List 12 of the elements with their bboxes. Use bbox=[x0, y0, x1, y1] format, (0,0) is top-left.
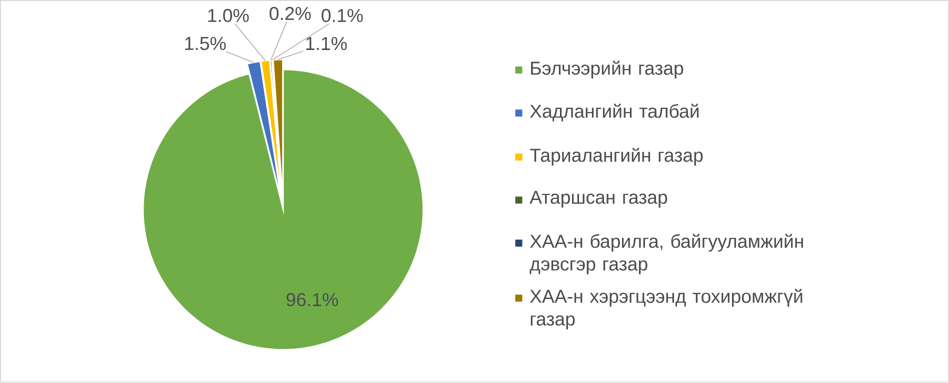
legend-label: Бэлчээрийн газар bbox=[531, 60, 684, 79]
data-label: 1.5% bbox=[185, 37, 226, 50]
data-label: 1.1% bbox=[306, 37, 347, 50]
data-label: 96.1% bbox=[286, 293, 338, 306]
legend-label: Хадлангийн талбай bbox=[530, 104, 699, 122]
legend-label: Тариалангийн газар bbox=[530, 148, 703, 166]
data-label: 1.0% bbox=[208, 9, 249, 22]
data-label: 0.2% bbox=[270, 7, 311, 20]
legend-label: ХАА-н барилга, байгууламжийн дэвсгэр газар bbox=[530, 234, 803, 274]
legend-label: ХАА-н хэрэгцээнд тохиромжгүй газар bbox=[530, 289, 802, 330]
data-label: 0.1% bbox=[322, 9, 363, 22]
legend-label: Атаршсан газар bbox=[530, 191, 668, 208]
